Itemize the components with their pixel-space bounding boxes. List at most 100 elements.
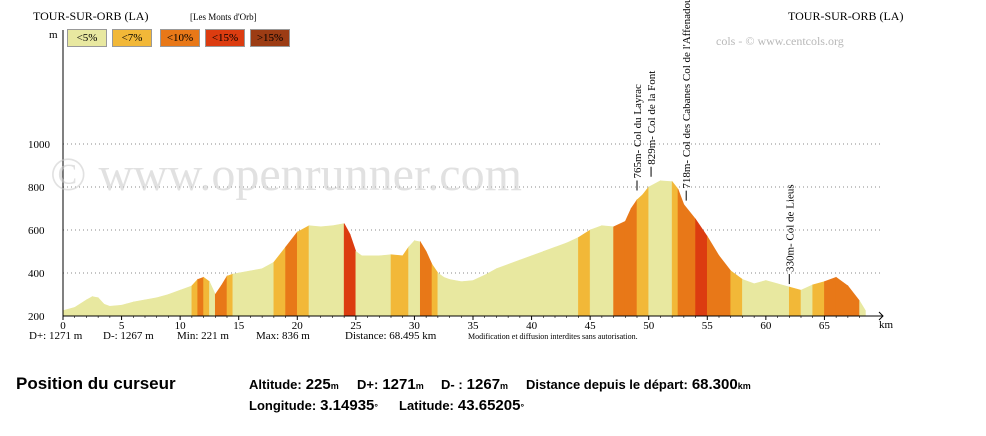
profile-segment	[320, 225, 333, 317]
profile-segment	[91, 296, 99, 317]
profile-segment	[414, 240, 421, 317]
y-tick-label: 1000	[28, 139, 51, 151]
profile-segment	[484, 268, 497, 317]
x-tick-label: 45	[585, 320, 597, 332]
legend-label: >15%	[256, 32, 284, 44]
profile-segment	[812, 281, 825, 317]
cursor-position-panel: Position du curseur Altitude: 225m D+: 1…	[0, 366, 986, 436]
profile-segment	[408, 239, 415, 317]
profile-segment	[220, 275, 228, 317]
profile-segment	[74, 299, 87, 317]
profile-segment	[677, 189, 685, 317]
x-tick-label: 65	[819, 320, 831, 332]
profile-segment	[507, 259, 521, 317]
profile-segment	[777, 283, 790, 317]
profile-segment	[742, 279, 755, 317]
profile-segment	[443, 276, 450, 317]
legend-item-lt7: <7%	[112, 29, 152, 47]
profile-segment	[578, 229, 591, 317]
grid-layer	[63, 143, 883, 274]
profile-segment	[660, 180, 673, 317]
profile-segment	[238, 270, 251, 317]
latitude-label: Latitude:	[399, 398, 454, 413]
profile-segment	[214, 284, 222, 317]
x-tick-label: 5	[119, 320, 125, 332]
annotation-label: 330m- Col de Lieus	[784, 184, 796, 272]
profile-segment	[121, 301, 134, 317]
profile-segment	[250, 268, 263, 317]
elevation-profile-chart[interactable]: 200 400 600 800 1000 km 0 5 10 15 20 25 30 35 40 45 50 55…	[0, 0, 986, 366]
axes: 200 400 600 800 1000 km 0 5 10 15 20 25 30 35 40 45 50 55…	[28, 30, 894, 332]
profile-segment	[367, 255, 380, 317]
profile-segment	[706, 235, 720, 317]
profile-segment	[156, 294, 169, 317]
altitude-value: 225	[305, 376, 331, 393]
profile-segment	[730, 270, 743, 317]
x-axis-unit: km	[879, 319, 894, 331]
x-tick-label: 30	[409, 320, 421, 332]
legend-label: <5%	[76, 32, 98, 44]
profile-segment	[566, 237, 579, 317]
profile-segment	[179, 285, 193, 317]
legend-label: <10%	[166, 32, 194, 44]
distance-label: Distance depuis le départ:	[526, 377, 688, 392]
legend-item-lt5: <5%	[67, 29, 107, 47]
profile-segment	[103, 303, 111, 317]
x-tick-label: 10	[175, 320, 187, 332]
profile-segment	[209, 281, 216, 317]
x-axis-arrow	[878, 311, 884, 321]
profile-segment	[671, 180, 679, 317]
start-location: TOUR-SUR-ORB (LA)	[33, 9, 149, 23]
profile-segment	[695, 218, 708, 317]
profile-segment	[431, 263, 439, 317]
profile-segment	[109, 304, 122, 317]
profile-segment	[642, 186, 650, 317]
profile-segment	[589, 225, 603, 317]
profile-segment	[472, 274, 486, 317]
x-tick-label: 15	[233, 320, 245, 332]
profile-segment	[355, 250, 363, 317]
credit-text: cols - © www.centcols.org	[716, 34, 844, 48]
profile-segment	[437, 272, 445, 317]
profile-segment	[718, 254, 732, 317]
cursor-altitude: Altitude: 225m	[249, 376, 339, 394]
profile-segment	[361, 255, 368, 317]
y-tick-label: 200	[28, 311, 45, 323]
longitude-value: 3.14935	[320, 397, 375, 414]
stat-d-minus: D-: 1267 m	[103, 330, 154, 342]
x-tick-label: 40	[526, 320, 538, 332]
profile-segment	[496, 263, 509, 317]
stat-max: Max: 836 m	[256, 330, 310, 342]
profile-segment	[859, 299, 866, 317]
profile-segment	[390, 254, 404, 317]
legend-item-lt15: <15%	[205, 29, 245, 47]
profile-segment	[86, 296, 93, 317]
legend-item-gt15: >15%	[250, 29, 290, 47]
profile-segment	[835, 276, 849, 317]
profile-segment	[648, 180, 661, 317]
cursor-panel-title: Position du curseur	[16, 374, 176, 393]
x-tick-label: 55	[702, 320, 714, 332]
cursor-d-minus: D- : 1267m	[441, 376, 508, 394]
profile-segment	[308, 225, 322, 317]
profile-segment	[378, 254, 392, 317]
profile-segment	[402, 246, 409, 317]
x-tick-label: 0	[60, 320, 66, 332]
profile-segment	[624, 208, 632, 317]
profile-segment	[636, 193, 644, 317]
dminus-label: D- :	[441, 377, 463, 392]
profile-segment	[519, 255, 532, 317]
legend-label: <7%	[121, 32, 143, 44]
profile-segment	[425, 251, 433, 317]
cursor-distance: Distance depuis le départ: 68.300km	[526, 376, 751, 394]
x-tick-label: 60	[760, 320, 772, 332]
legend-item-lt10: <10%	[160, 29, 200, 47]
latitude-value: 43.65205	[457, 397, 521, 414]
distance-value: 68.300	[691, 376, 738, 393]
profile-segment	[62, 307, 76, 317]
profile-segment	[349, 234, 357, 317]
x-tick-label: 35	[468, 320, 480, 332]
copyright-notice: Modification et diffusion interdites san…	[468, 332, 638, 341]
end-location: TOUR-SUR-ORB (LA)	[788, 9, 904, 23]
cursor-latitude: Latitude: 43.65205°	[399, 397, 524, 415]
